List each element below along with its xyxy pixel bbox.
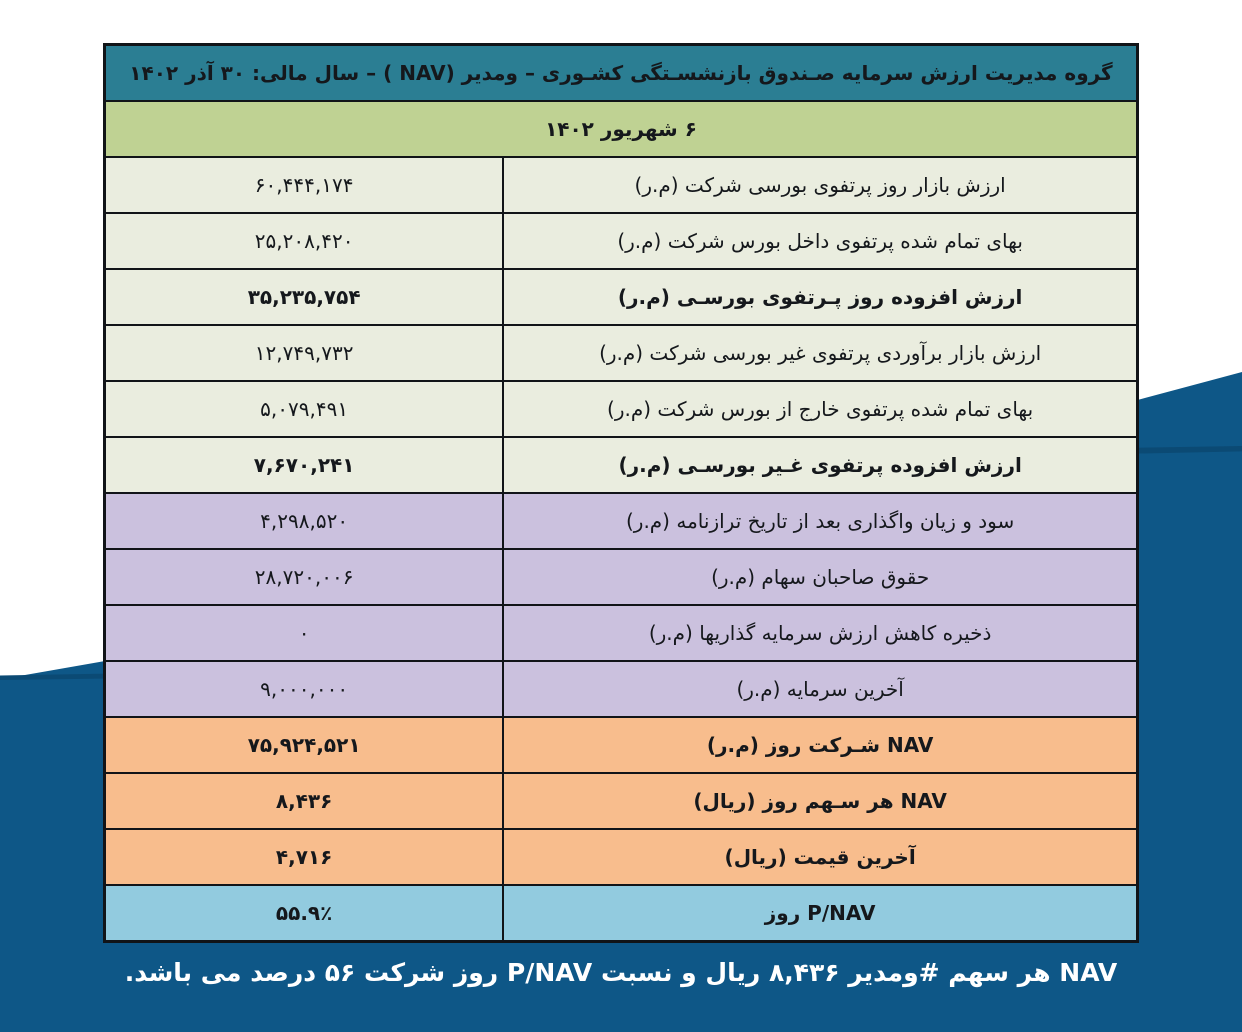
table-row: P/NAV روز ۵۵.۹٪ [103, 884, 1139, 943]
row-label: بهای تمام شده پرتفوی داخل بورس شرکت (م.ر… [502, 212, 1139, 270]
row-value: ۷۵,۹۲۴,۵۲۱ [103, 716, 505, 774]
nav-table-container: گروه مدیریت ارزش سرمایه صـندوق بازنشسـتگ… [103, 43, 1139, 943]
table-title: گروه مدیریت ارزش سرمایه صـندوق بازنشسـتگ… [103, 43, 1139, 102]
row-value: ۵,۰۷۹,۴۹۱ [103, 380, 505, 438]
table-date: ۶ شهریور ۱۴۰۲ [103, 100, 1139, 158]
row-value: ۹,۰۰۰,۰۰۰ [103, 660, 505, 718]
row-label: سود و زیان واگذاری بعد از تاریخ ترازنامه… [502, 492, 1139, 550]
row-label: ارزش افزوده پرتفوی غـیر بورسـی (م.ر) [502, 436, 1139, 494]
table-row: NAV هر سـهم روز (ریال) ۸,۴۳۶ [103, 772, 1139, 830]
nav-table: گروه مدیریت ارزش سرمایه صـندوق بازنشسـتگ… [103, 43, 1139, 943]
row-label: ذخیره کاهش ارزش سرمایه گذاریها (م.ر) [502, 604, 1139, 662]
table-row: ارزش بازار روز پرتفوی بورسی شرکت (م.ر) ۶۰… [103, 156, 1139, 214]
row-value: ۷,۶۷۰,۲۴۱ [103, 436, 505, 494]
table-row: NAV شـرکت روز (م.ر) ۷۵,۹۲۴,۵۲۱ [103, 716, 1139, 774]
table-row: ارزش بازار برآوردی پرتفوی غیر بورسی شرکت… [103, 324, 1139, 382]
nav-table-body: گروه مدیریت ارزش سرمایه صـندوق بازنشسـتگ… [103, 43, 1139, 943]
row-value: ۶۰,۴۴۴,۱۷۴ [103, 156, 505, 214]
row-value: ۲۵,۲۰۸,۴۲۰ [103, 212, 505, 270]
row-label: حقوق صاحبان سهام (م.ر) [502, 548, 1139, 606]
row-value: ۴,۷۱۶ [103, 828, 505, 886]
row-value: ۲۸,۷۲۰,۰۰۶ [103, 548, 505, 606]
table-row: ذخیره کاهش ارزش سرمایه گذاریها (م.ر) ۰ [103, 604, 1139, 662]
table-row: بهای تمام شده پرتفوی خارج از بورس شرکت (… [103, 380, 1139, 438]
row-value: ۱۲,۷۴۹,۷۳۲ [103, 324, 505, 382]
table-row: ارزش افزوده روز پـرتفوی بورسـی (م.ر) ۳۵,۲… [103, 268, 1139, 326]
row-value: ۰ [103, 604, 505, 662]
row-label: بهای تمام شده پرتفوی خارج از بورس شرکت (… [502, 380, 1139, 438]
row-value: ۸,۴۳۶ [103, 772, 505, 830]
row-label: ارزش افزوده روز پـرتفوی بورسـی (م.ر) [502, 268, 1139, 326]
row-label: NAV شـرکت روز (م.ر) [502, 716, 1139, 774]
row-label: NAV هر سـهم روز (ریال) [502, 772, 1139, 830]
table-row: حقوق صاحبان سهام (م.ر) ۲۸,۷۲۰,۰۰۶ [103, 548, 1139, 606]
table-row: بهای تمام شده پرتفوی داخل بورس شرکت (م.ر… [103, 212, 1139, 270]
row-value: ۵۵.۹٪ [103, 884, 505, 943]
table-row: سود و زیان واگذاری بعد از تاریخ ترازنامه… [103, 492, 1139, 550]
table-row: آخرین قیمت (ریال) ۴,۷۱۶ [103, 828, 1139, 886]
row-value: ۳۵,۲۳۵,۷۵۴ [103, 268, 505, 326]
row-label: آخرین سرمایه (م.ر) [502, 660, 1139, 718]
row-value: ۴,۲۹۸,۵۲۰ [103, 492, 505, 550]
row-label: ارزش بازار برآوردی پرتفوی غیر بورسی شرکت… [502, 324, 1139, 382]
row-label: آخرین قیمت (ریال) [502, 828, 1139, 886]
table-row: ارزش افزوده پرتفوی غـیر بورسـی (م.ر) ۷,۶۷… [103, 436, 1139, 494]
table-date-row: ۶ شهریور ۱۴۰۲ [103, 100, 1139, 158]
table-title-row: گروه مدیریت ارزش سرمایه صـندوق بازنشسـتگ… [103, 43, 1139, 102]
table-row: آخرین سرمایه (م.ر) ۹,۰۰۰,۰۰۰ [103, 660, 1139, 718]
summary-caption: NAV هر سهم #ومدیر ۸,۴۳۶ ریال و نسبت P/NA… [124, 958, 1118, 987]
row-label: ارزش بازار روز پرتفوی بورسی شرکت (م.ر) [502, 156, 1139, 214]
row-label: P/NAV روز [502, 884, 1139, 943]
